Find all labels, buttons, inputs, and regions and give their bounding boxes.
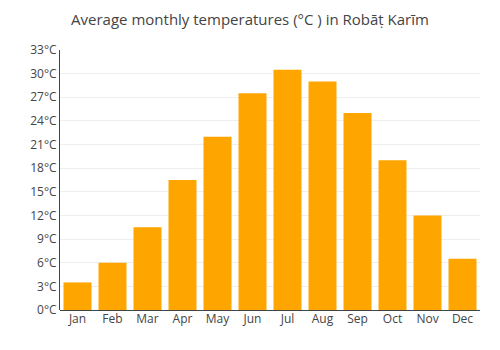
svg-text:Feb: Feb — [102, 310, 122, 327]
svg-text:18°C: 18°C — [30, 159, 57, 176]
svg-text:May: May — [206, 310, 230, 327]
svg-text:Mar: Mar — [136, 310, 158, 327]
svg-text:24°C: 24°C — [30, 112, 57, 129]
svg-text:30°C: 30°C — [30, 65, 57, 82]
svg-text:Sep: Sep — [347, 310, 368, 327]
svg-text:Jun: Jun — [243, 310, 262, 327]
svg-text:Aug: Aug — [312, 310, 334, 327]
svg-text:6°C: 6°C — [37, 254, 57, 271]
svg-text:0°C: 0°C — [37, 301, 57, 318]
svg-text:9°C: 9°C — [37, 230, 57, 247]
svg-text:15°C: 15°C — [30, 183, 57, 200]
svg-text:12°C: 12°C — [30, 207, 57, 224]
svg-text:Oct: Oct — [383, 310, 402, 327]
svg-text:3°C: 3°C — [37, 278, 57, 295]
svg-text:21°C: 21°C — [30, 136, 57, 153]
svg-text:27°C: 27°C — [30, 88, 57, 105]
svg-text:33°C: 33°C — [30, 41, 57, 58]
svg-text:Average monthly temperatures (: Average monthly temperatures (°C ) in Ro… — [71, 9, 429, 29]
svg-text:Jul: Jul — [280, 310, 295, 327]
svg-text:Apr: Apr — [173, 310, 193, 327]
svg-text:Jan: Jan — [68, 310, 86, 327]
svg-text:Nov: Nov — [416, 310, 438, 327]
svg-text:Dec: Dec — [452, 310, 473, 327]
